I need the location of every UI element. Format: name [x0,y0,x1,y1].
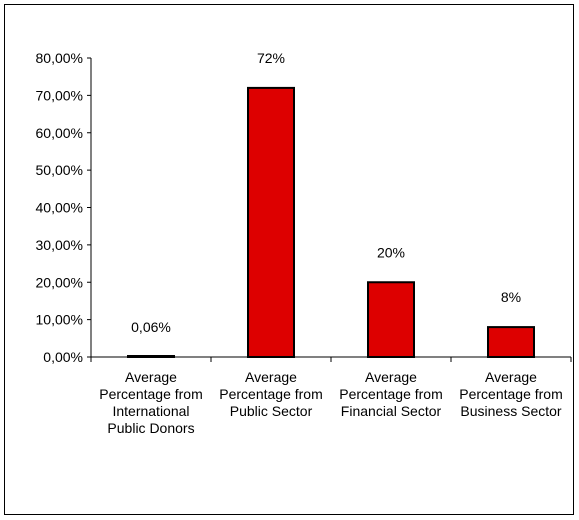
data-label: 8% [501,289,521,305]
x-axis-ticks [90,357,572,362]
x-tick-label: Average [485,369,537,385]
bar [367,281,415,358]
plot-area [90,58,571,358]
y-tick-label: 40,00% [36,200,83,216]
x-tick-label: Business Sector [460,403,561,419]
x-tick-label: Average [125,369,177,385]
x-tick-label: Public Sector [230,403,313,419]
x-tick-label: Percentage from [219,386,323,402]
x-tick-label: Percentage from [99,386,203,402]
y-axis-ticks: 0,00% 10,00% 20,00% 30,00% 40,00% 50,00% 60,00… [36,50,91,365]
bar [127,355,175,358]
x-tick-label: Public Donors [107,420,194,436]
y-tick-label: 80,00% [36,50,83,66]
x-tick-label: Average [245,369,297,385]
bar [487,326,535,359]
y-tick-label: 50,00% [36,162,83,178]
bar [247,86,295,359]
y-tick-label: 20,00% [36,274,83,290]
data-label: 0,06% [131,319,171,335]
x-tick-label: International [112,403,189,419]
bar-series [127,86,535,359]
data-labels: 0,06% 72% 20% 8% [131,50,521,335]
y-tick-label: 60,00% [36,125,83,141]
x-tick-label: Percentage from [459,386,563,402]
x-tick-label: Percentage from [339,386,443,402]
x-tick-label: Financial Sector [341,403,442,419]
y-tick-label: 70,00% [36,87,83,103]
y-tick-label: 10,00% [36,312,83,328]
x-tick-label: Average [365,369,417,385]
y-tick-label: 30,00% [36,237,83,253]
data-label: 20% [377,244,405,260]
data-label: 72% [257,50,285,66]
y-tick-label: 0,00% [43,349,83,365]
